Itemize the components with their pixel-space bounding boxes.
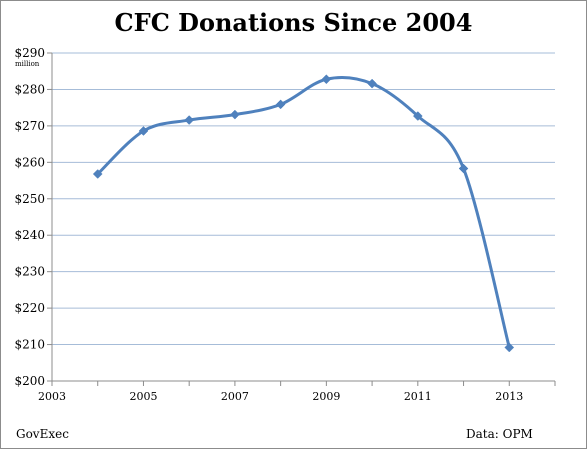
source-credit-left: GovExec <box>16 427 69 441</box>
series-layer <box>92 74 515 353</box>
y-tick-label: $200 <box>14 374 45 388</box>
data-point-marker <box>458 163 469 174</box>
y-tick-label: $210 <box>14 338 45 352</box>
y-unit-label: million <box>15 60 40 68</box>
axes <box>47 52 556 386</box>
data-point-marker <box>184 115 195 125</box>
data-point-marker <box>92 169 103 179</box>
data-point-marker <box>275 99 286 110</box>
x-axis-ticks: 2003 2005 2007 2009 2011 2013 <box>38 390 523 403</box>
x-tick-label: 2005 <box>129 390 157 403</box>
y-axis-ticks: $200 $210 $220 $230 $240 $250 $260 $270 $280 $290 <box>14 46 45 388</box>
data-point-marker <box>321 74 332 85</box>
y-tick-label: $240 <box>14 228 45 242</box>
y-tick-label: $270 <box>14 119 45 133</box>
y-tick-label: $230 <box>14 265 45 279</box>
chart-title: CFC Donations Since 2004 <box>114 8 473 37</box>
x-tick-label: 2003 <box>38 390 66 403</box>
y-tick-label: $220 <box>14 301 45 315</box>
x-tick-label: 2013 <box>495 390 523 403</box>
source-credit-right: Data: OPM <box>466 427 533 441</box>
x-tick-label: 2011 <box>404 390 432 403</box>
gridlines <box>52 52 555 346</box>
x-tick-label: 2007 <box>221 390 249 403</box>
y-tick-label: $250 <box>14 192 45 206</box>
data-point-marker <box>138 126 149 136</box>
data-point-marker <box>504 342 515 353</box>
series-line <box>96 75 511 348</box>
y-tick-label: $260 <box>14 155 45 169</box>
data-point-marker <box>367 78 377 89</box>
y-tick-label: $290 <box>14 46 45 60</box>
x-tick-label: 2009 <box>312 390 340 403</box>
data-point-marker <box>230 109 240 120</box>
y-tick-label: $280 <box>14 82 45 96</box>
data-point-marker <box>412 111 423 121</box>
